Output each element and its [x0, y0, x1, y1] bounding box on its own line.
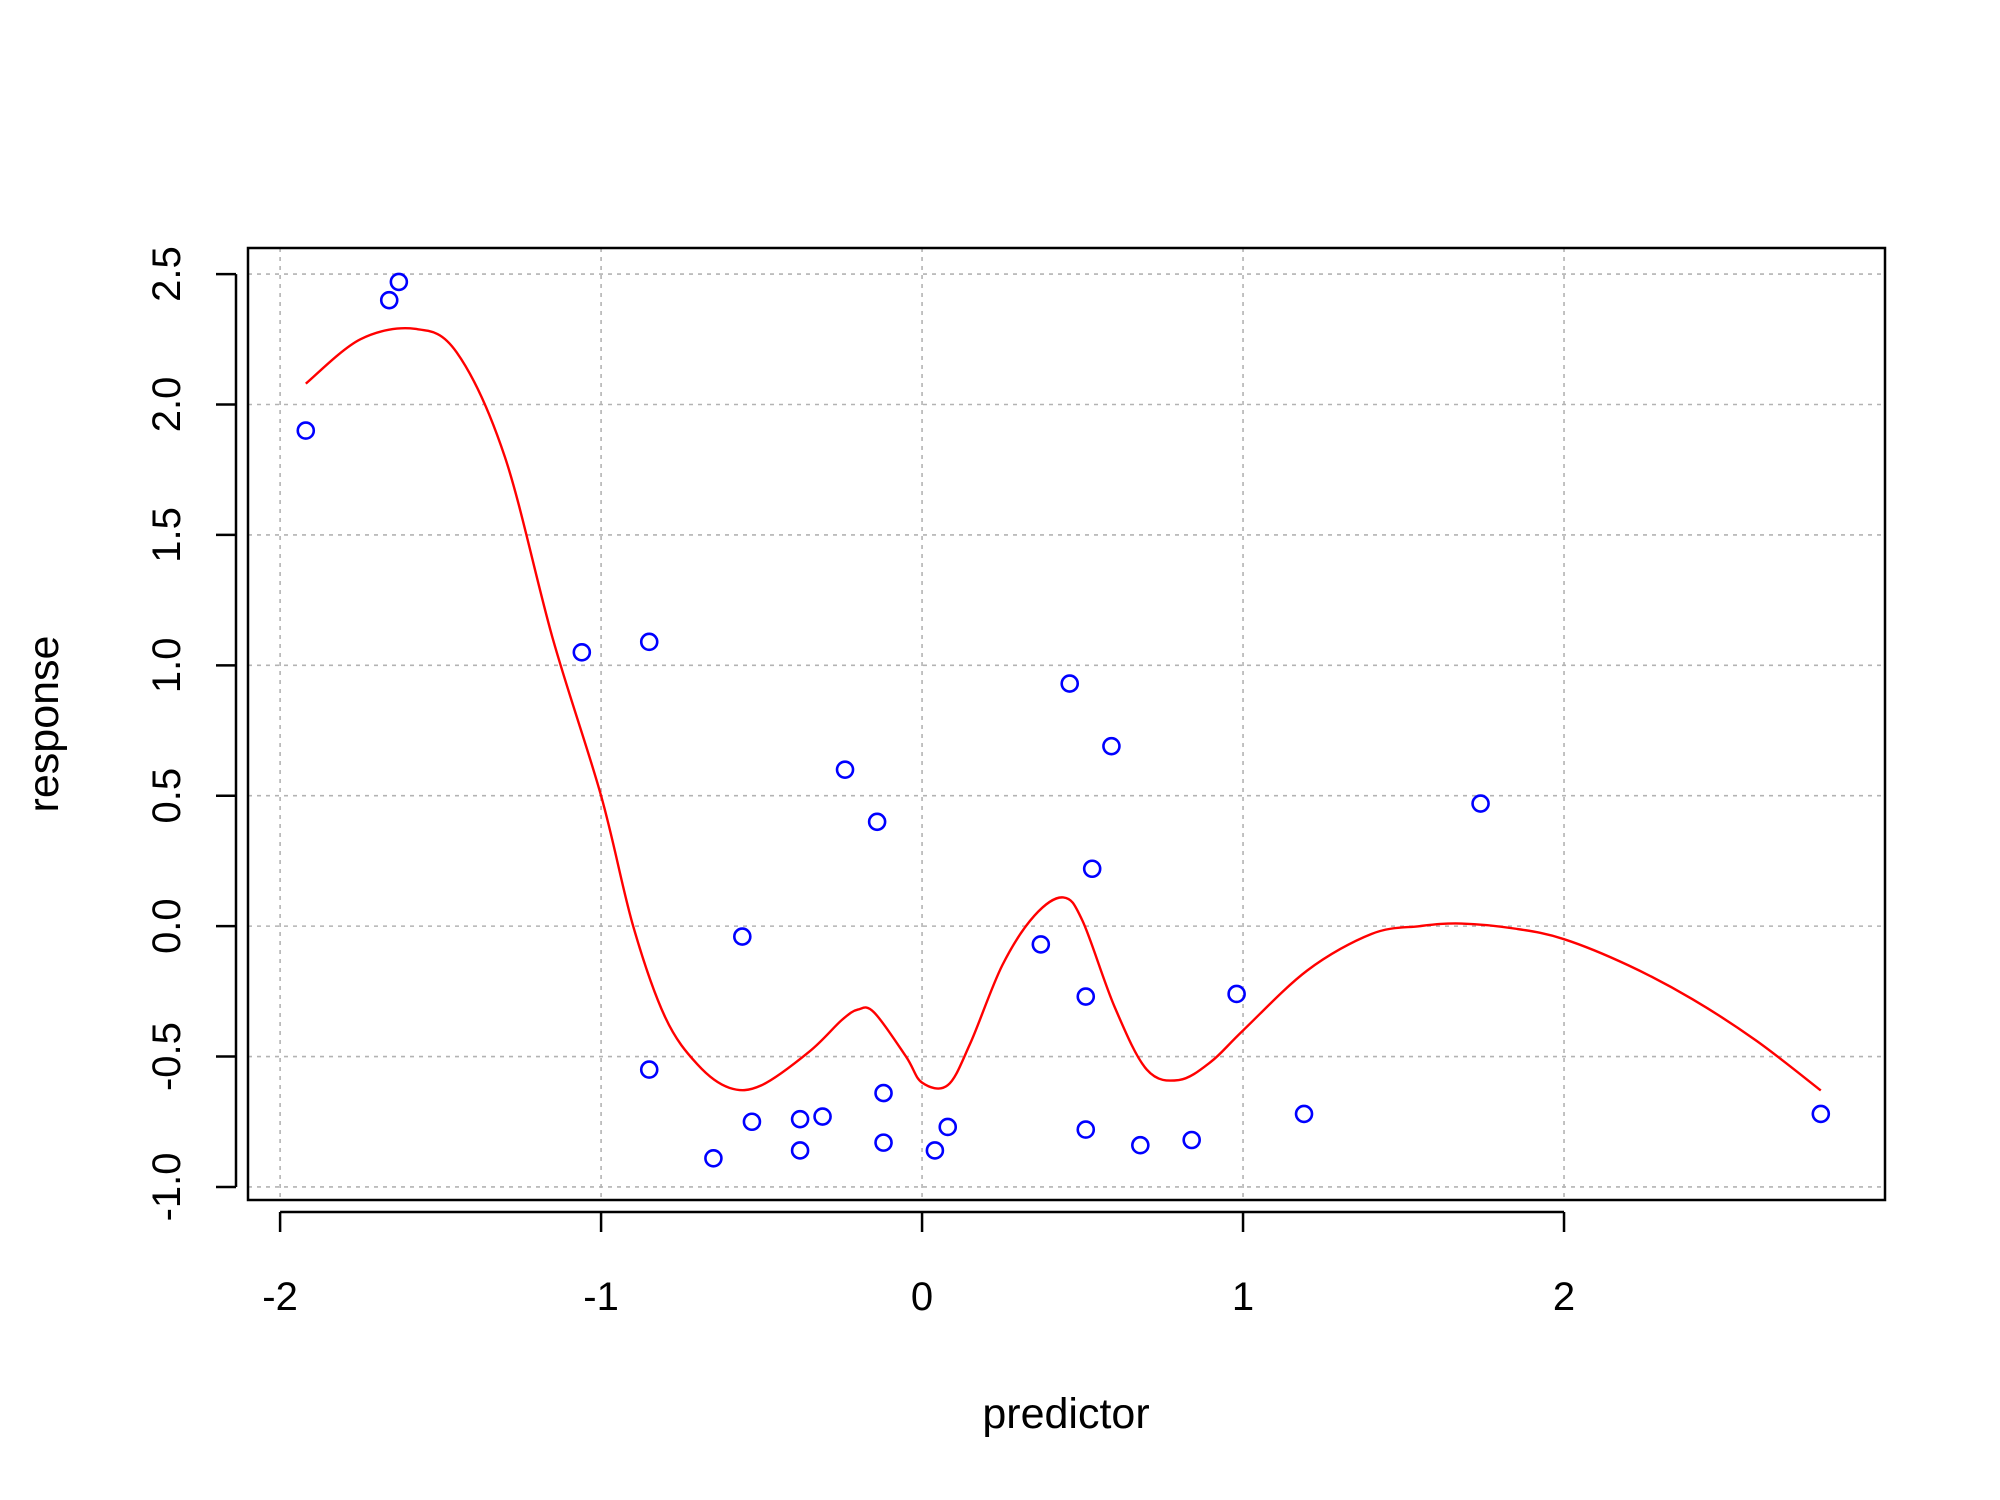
- data-point: [1131, 1135, 1150, 1155]
- y-axis-title: response: [20, 636, 68, 813]
- data-point: [742, 1112, 762, 1132]
- data-point: [925, 1141, 945, 1160]
- data-point: [867, 812, 887, 832]
- data-point: [874, 1083, 893, 1103]
- data-point: [1182, 1130, 1201, 1150]
- data-point: [296, 421, 316, 440]
- data-point: [835, 760, 855, 779]
- data-point: [733, 927, 752, 946]
- data-point: [572, 642, 592, 662]
- y-tick-label: 0.5: [145, 768, 189, 824]
- data-point: [1294, 1104, 1314, 1124]
- y-tick-label: 1.5: [145, 507, 189, 563]
- data-point: [639, 632, 659, 652]
- y-tick-label: 2.5: [145, 246, 189, 302]
- data-point: [1102, 736, 1121, 756]
- plot-frame: [246, 246, 1887, 1202]
- y-tick-label: -0.5: [145, 1022, 189, 1091]
- data-point: [639, 1060, 659, 1079]
- data-point: [1060, 674, 1080, 693]
- data-point: [704, 1148, 723, 1168]
- data-point: [379, 290, 399, 310]
- data-point: [813, 1107, 832, 1126]
- x-axis: -2 -1 0 1 2: [262, 1210, 1575, 1319]
- data-point: [1082, 859, 1102, 879]
- data-point: [389, 272, 409, 292]
- data-point: [1076, 1120, 1096, 1139]
- fitted-curve: [305, 327, 1822, 1092]
- x-tick-label: 0: [911, 1275, 933, 1319]
- y-tick-label: 0.0: [145, 898, 189, 954]
- x-axis-title: predictor: [982, 1390, 1149, 1438]
- y-tick-label: 1.0: [145, 638, 189, 694]
- data-point: [1031, 935, 1051, 954]
- fitted-curve-layer: [305, 327, 1822, 1092]
- y-axis: -1.0 -0.5 0.0 0.5 1.0 1.5 2.0 2.5: [145, 246, 238, 1221]
- x-tick-label: -1: [583, 1275, 619, 1319]
- grid-lines: [248, 248, 1885, 1200]
- y-tick-label: 2.0: [145, 377, 189, 433]
- data-points-layer: [296, 272, 1831, 1168]
- y-tick-label: -1.0: [145, 1152, 189, 1221]
- data-point: [1811, 1104, 1831, 1124]
- data-point: [790, 1141, 810, 1160]
- x-tick-label: -2: [262, 1275, 298, 1319]
- data-point: [938, 1117, 958, 1137]
- data-point: [1471, 794, 1490, 813]
- data-point: [790, 1109, 810, 1129]
- x-tick-label: 1: [1232, 1275, 1254, 1319]
- data-point: [1076, 987, 1096, 1006]
- data-point: [874, 1133, 893, 1152]
- x-tick-label: 2: [1553, 1275, 1575, 1319]
- data-point: [1227, 984, 1246, 1004]
